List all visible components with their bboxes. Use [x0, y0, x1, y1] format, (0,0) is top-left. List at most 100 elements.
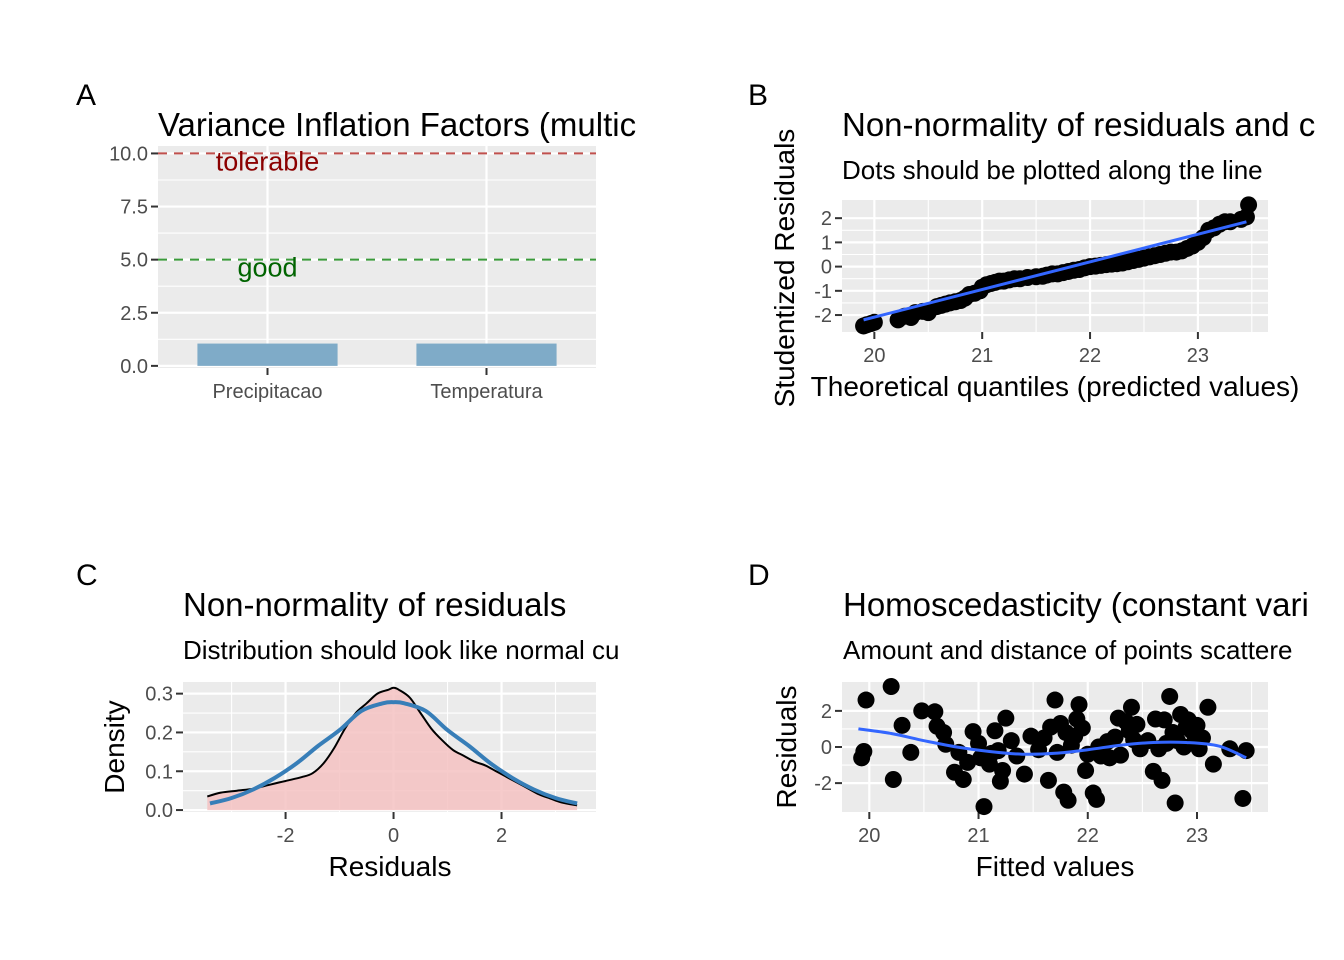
normal-curve-line — [209, 700, 578, 806]
data-point — [855, 743, 873, 761]
panel-b-qq-plot: B Non-normality of residuals and c Dots … — [748, 79, 1315, 407]
y-axis-title: Residuals — [771, 686, 802, 809]
panel-d-residuals-plot: D Homoscedasticity (constant vari Amount… — [748, 559, 1309, 882]
x-axis-title: Fitted values — [976, 851, 1135, 882]
data-point — [882, 678, 900, 696]
data-point — [1161, 687, 1179, 705]
y-tick-label: 0.2 — [145, 722, 173, 744]
y-tick-label: 2.5 — [120, 303, 148, 325]
plot-area: -2 0 2 20 21 22 23 — [814, 678, 1268, 847]
panel-c-density-plot: C Non-normality of residuals Distributio… — [76, 559, 619, 882]
data-point — [1234, 789, 1252, 807]
data-point — [989, 742, 1007, 760]
data-point — [1155, 711, 1173, 729]
data-point — [1122, 698, 1140, 716]
data-point — [1128, 715, 1146, 733]
x-tick-label: 2 — [496, 825, 507, 847]
y-tick-label: 0.3 — [145, 684, 173, 706]
plot-area: 0.0 2.5 5.0 7.5 10.0 Precipitacao Temperatura t… — [109, 143, 596, 403]
data-point — [893, 716, 911, 734]
x-tick-label: Temperatura — [430, 381, 543, 403]
y-tick-label: 1 — [821, 232, 832, 254]
chart-subtitle: Distribution should look like normal cu — [183, 635, 619, 665]
reference-fit-line — [863, 220, 1247, 322]
x-tick-label: 0 — [388, 825, 399, 847]
panel-background — [158, 146, 596, 368]
smooth-trend-line — [858, 727, 1247, 760]
vif-bar — [416, 343, 557, 366]
x-tick-label: 23 — [1187, 345, 1209, 367]
x-tick-label: 22 — [1079, 345, 1101, 367]
x-tick-label: 20 — [858, 825, 880, 847]
y-axis-title: Density — [99, 700, 130, 793]
y-tick-label: 2 — [821, 701, 832, 723]
x-tick-label: 21 — [971, 345, 993, 367]
panel-tag: B — [748, 79, 768, 112]
data-point — [1015, 765, 1033, 783]
data-point — [1077, 761, 1095, 779]
y-tick-label: -2 — [814, 773, 832, 795]
data-point — [975, 798, 993, 816]
data-point — [1166, 794, 1184, 812]
data-point — [1240, 196, 1258, 214]
chart-title: Non-normality of residuals and c — [842, 106, 1315, 143]
x-tick-label: 22 — [1077, 825, 1099, 847]
y-tick-label: 0.1 — [145, 761, 173, 783]
y-tick-label: 0.0 — [120, 356, 148, 378]
y-tick-label: 7.5 — [120, 197, 148, 219]
panel-a-vif-chart: A Variance Inflation Factors (multic 0.0… — [76, 79, 636, 403]
x-tick-label: 21 — [967, 825, 989, 847]
data-point — [926, 703, 944, 721]
x-axis-title: Theoretical quantiles (predicted values) — [811, 371, 1300, 402]
data-point — [1153, 771, 1171, 789]
chart-subtitle: Dots should be plotted along the line — [842, 155, 1263, 185]
data-point — [1204, 755, 1222, 773]
x-tick-label: Precipitacao — [212, 381, 322, 403]
y-tick-label: -1 — [814, 281, 832, 303]
data-point — [1112, 746, 1130, 764]
data-point — [1088, 790, 1106, 808]
chart-title: Non-normality of residuals — [183, 586, 566, 623]
chart-title: Variance Inflation Factors (multic — [158, 106, 636, 143]
x-axis-title: Residuals — [329, 851, 452, 882]
data-point — [1022, 727, 1040, 745]
data-point — [954, 771, 972, 788]
chart-title: Homoscedasticity (constant vari — [843, 586, 1309, 623]
data-point — [913, 702, 931, 720]
panel-tag: C — [76, 559, 98, 592]
reference-label-tolerable: tolerable — [216, 146, 320, 176]
data-point — [1070, 696, 1088, 714]
data-point — [884, 771, 902, 788]
data-point — [986, 722, 1004, 740]
density-area — [207, 687, 578, 811]
plot-area: 0.0 0.1 0.2 0.3 -2 0 2 — [145, 682, 596, 847]
data-point — [1008, 747, 1026, 765]
reference-label-good: good — [237, 253, 297, 283]
y-tick-label: 0 — [821, 257, 832, 279]
data-point — [1059, 791, 1077, 809]
x-tick-label: 23 — [1186, 825, 1208, 847]
data-point — [994, 761, 1012, 779]
y-tick-label: 5.0 — [120, 250, 148, 272]
x-tick-label: -2 — [277, 825, 295, 847]
data-point — [1046, 691, 1064, 709]
data-point — [1106, 728, 1124, 746]
panel-tag: A — [76, 79, 96, 112]
x-tick-label: 20 — [863, 345, 885, 367]
panel-tag: D — [748, 559, 770, 592]
y-tick-label: 10.0 — [109, 143, 148, 165]
data-point — [857, 691, 875, 709]
data-point — [997, 709, 1015, 727]
data-point — [1002, 732, 1020, 750]
y-axis-title: Studentized Residuals — [769, 129, 800, 408]
data-point — [1199, 698, 1217, 716]
y-tick-label: 2 — [821, 208, 832, 230]
plot-area: -2-10 12 20 21 22 23 — [814, 196, 1268, 367]
data-point — [970, 734, 988, 752]
vif-bar — [197, 343, 338, 366]
chart-subtitle: Amount and distance of points scattere — [843, 635, 1293, 665]
data-point — [959, 753, 977, 771]
y-tick-label: -2 — [814, 305, 832, 327]
